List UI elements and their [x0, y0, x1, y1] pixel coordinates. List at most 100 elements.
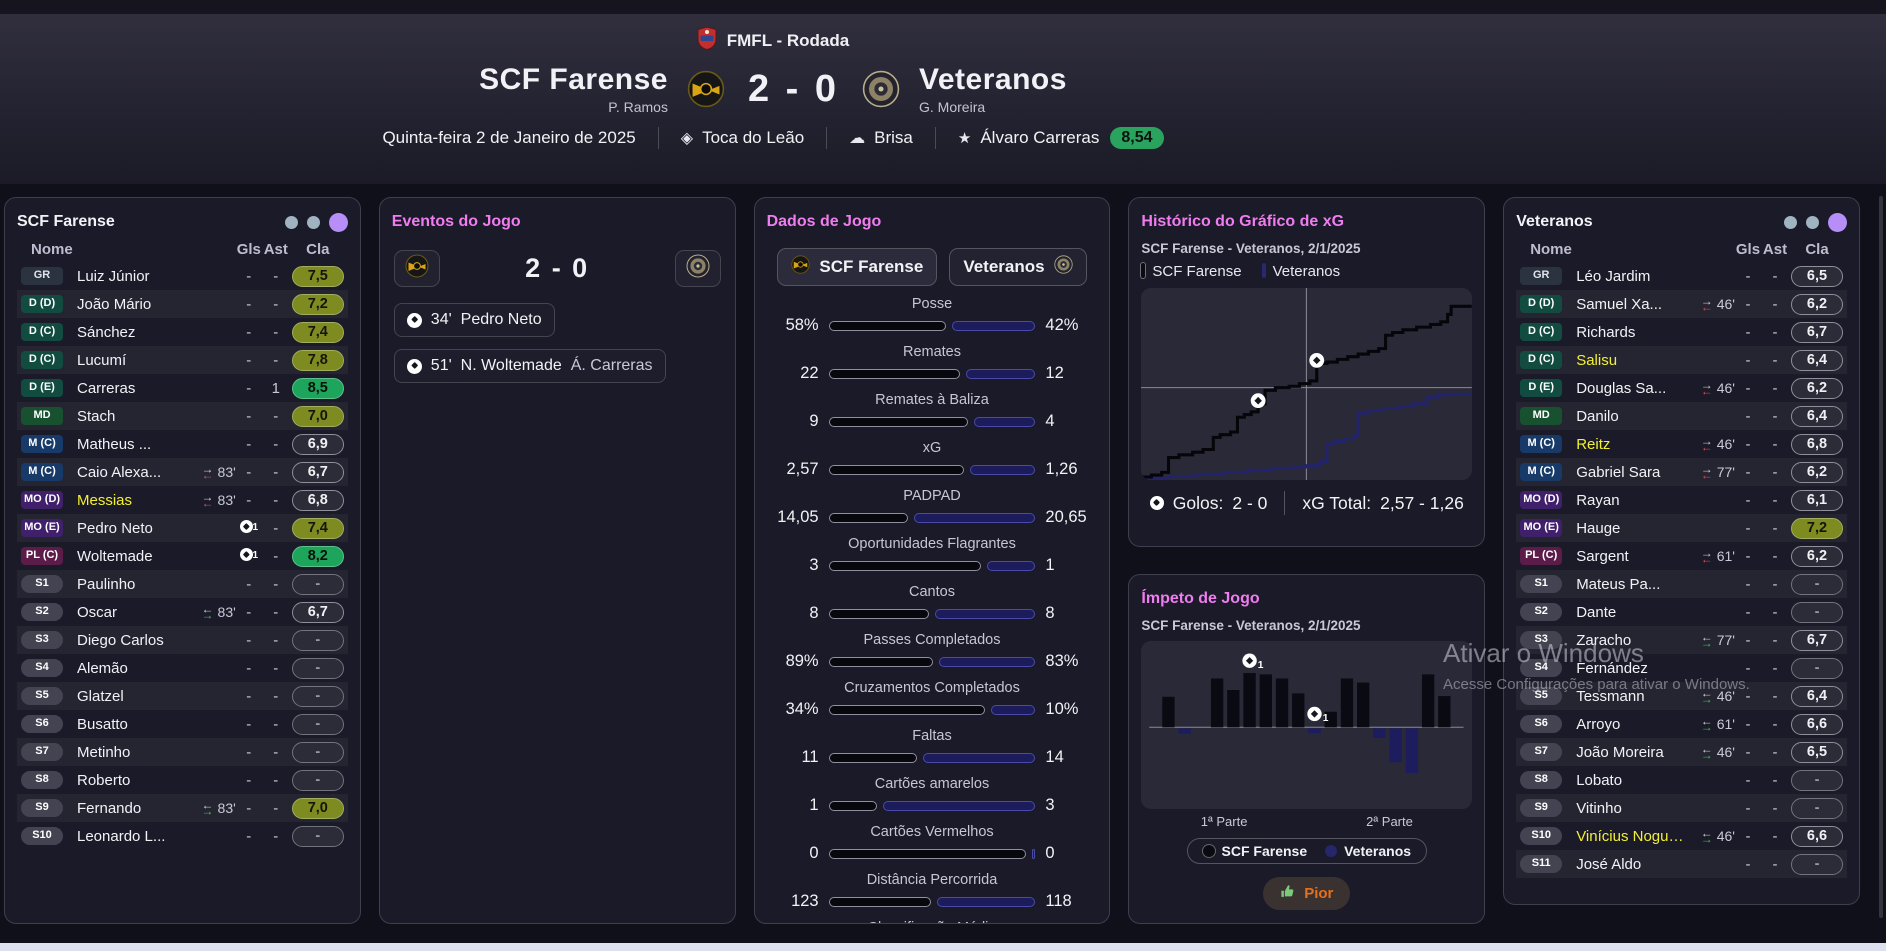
veteranos-crest [1053, 255, 1073, 274]
veteranos-crest [686, 254, 710, 278]
table-row[interactable]: M (C) Caio Alexa... → ← 83' - -6,7 [17, 458, 348, 486]
table-row[interactable]: S1 Mateus Pa... - - - [1516, 570, 1847, 598]
table-row[interactable]: MD Danilo - -6,4 [1516, 402, 1847, 430]
goals-cell: - [246, 351, 252, 369]
stadium-icon: ◈ [680, 130, 694, 147]
view-dot[interactable] [306, 215, 320, 229]
table-row[interactable]: PL (C) Woltemade 1 -8,2 [17, 542, 348, 570]
position-badge: PL (C) [1520, 547, 1563, 565]
table-row[interactable]: D (C) Salisu - -6,4 [1516, 346, 1847, 374]
table-row[interactable]: D (D) Samuel Xa... → ← 46' - -6,2 [1516, 290, 1847, 318]
table-row[interactable]: MO (E) Hauge - -7,2 [1516, 514, 1847, 542]
table-row[interactable]: M (C) Gabriel Sara → ← 77' - -6,2 [1516, 458, 1847, 486]
table-row[interactable]: D (C) Lucumí - -7,8 [17, 346, 348, 374]
goals-cell: - [246, 575, 252, 593]
col-gls: Gls [1735, 240, 1761, 258]
player-name: Woltemade [77, 547, 153, 565]
stat-bar-track [828, 896, 1036, 907]
away-team-stats-button[interactable]: Veteranos [949, 248, 1087, 286]
home-badge-chip [393, 250, 440, 287]
table-row[interactable]: S9 Fernando ← → 83' - -7,0 [17, 794, 348, 822]
home-momentum-bar [1243, 673, 1257, 728]
table-row[interactable]: S1 Paulinho - - - [17, 570, 348, 598]
home-momentum-bar [1260, 674, 1273, 728]
thumbs-up-icon [1280, 884, 1295, 903]
home-team-block[interactable]: SCF Farense P. Ramos [479, 63, 668, 115]
substitution-minute: 61' [1716, 716, 1735, 732]
table-row[interactable]: S7 João Moreira ← → 46' - -6,5 [1516, 738, 1847, 766]
assists-cell: - [273, 771, 279, 789]
goals-value: 2 - 0 [1232, 492, 1268, 513]
player-name: Hauge [1576, 519, 1621, 537]
view-dot[interactable] [284, 215, 298, 229]
substitution-minute: 83' [217, 604, 236, 620]
player-name: Messias [77, 491, 133, 509]
table-row[interactable]: S6 Busatto - - - [17, 710, 348, 738]
table-row[interactable]: M (C) Reitz → ← 46' - -6,8 [1516, 430, 1847, 458]
away-stat-value: 83% [1045, 652, 1079, 670]
table-row[interactable]: S8 Roberto - - - [17, 766, 348, 794]
goals-cell: - [1745, 323, 1751, 341]
table-row[interactable]: S10 Vinícius Nogueira ← → 46' - -6,6 [1516, 822, 1847, 850]
substitution-minute: 77' [1716, 632, 1735, 648]
substitution-minute: 83' [217, 800, 236, 816]
table-row[interactable]: S11 José Aldo - - - [1516, 850, 1847, 878]
table-row[interactable]: S2 Oscar ← → 83' - -6,7 [17, 598, 348, 626]
table-row[interactable]: S2 Dante - - - [1516, 598, 1847, 626]
view-dot[interactable] [1805, 215, 1819, 229]
col-ast: Ast [1762, 240, 1788, 258]
table-row[interactable]: S5 Tessmann ← → 46' - -6,4 [1516, 682, 1847, 710]
table-row[interactable]: D (C) Richards - -6,7 [1516, 318, 1847, 346]
away-team-block[interactable]: Veteranos G. Moreira [919, 63, 1067, 115]
table-row[interactable]: GR Luiz Júnior - -7,5 [17, 262, 348, 290]
table-row[interactable]: S4 Fernández - - - [1516, 654, 1847, 682]
assists-cell: - [273, 547, 279, 565]
home-momentum-bar [1422, 674, 1435, 728]
table-row[interactable]: D (E) Douglas Sa... → ← 46' - -6,2 [1516, 374, 1847, 402]
table-row[interactable]: S6 Arroyo ← → 61' - -6,6 [1516, 710, 1847, 738]
home-stat-bar [828, 656, 934, 667]
table-row[interactable]: S10 Leonardo L... - - - [17, 822, 348, 850]
table-row[interactable]: PL (C) Sargent → ← 61' - -6,2 [1516, 542, 1847, 570]
table-row[interactable]: D (C) Sánchez - -7,4 [17, 318, 348, 346]
table-header: Nome Gls Ast Cla [1516, 236, 1847, 262]
table-row[interactable]: MO (E) Pedro Neto 1 -7,4 [17, 514, 348, 542]
home-team-name[interactable]: SCF Farense [479, 63, 668, 96]
scrollbar[interactable] [1879, 196, 1883, 918]
best-player[interactable]: ★ Álvaro Carreras 8,54 [936, 127, 1186, 149]
goal-count: 1 [252, 549, 259, 561]
view-dot[interactable] [1783, 215, 1797, 229]
table-row[interactable]: S3 Zaracho ← → 77' - -6,7 [1516, 626, 1847, 654]
match-date-text: Quinta-feira 2 de Janeiro de 2025 [382, 128, 636, 147]
table-row[interactable]: S4 Alemão - - - [17, 654, 348, 682]
player-name: Luiz Júnior [77, 267, 150, 285]
best-player-name[interactable]: Álvaro Carreras [980, 128, 1100, 147]
away-line-swatch [1261, 263, 1266, 278]
goals-cell: - [246, 603, 252, 621]
view-dot-active[interactable] [328, 212, 348, 232]
home-team-stats-button[interactable]: SCF Farense [777, 248, 938, 286]
view-dot-active[interactable] [1827, 212, 1847, 232]
match-date: Quinta-feira 2 de Janeiro de 2025 [360, 128, 657, 148]
stat-label: Passes Completados [863, 632, 1001, 648]
table-row[interactable]: S5 Glatzel - - - [17, 682, 348, 710]
position-badge: GR [1520, 267, 1563, 285]
table-row[interactable]: S8 Lobato - - - [1516, 766, 1847, 794]
table-row[interactable]: MO (D) Rayan - -6,1 [1516, 486, 1847, 514]
rating-pill: 7,8 [291, 349, 344, 371]
svg-text:1: 1 [1258, 660, 1264, 671]
goals-cell: - [1745, 743, 1751, 761]
table-row[interactable]: D (D) João Mário - -7,2 [17, 290, 348, 318]
table-row[interactable]: S3 Diego Carlos - - - [17, 626, 348, 654]
table-row[interactable]: D (E) Carreras - 1 8,5 [17, 374, 348, 402]
away-stat-bar [883, 800, 1036, 811]
table-row[interactable]: S9 Vitinho - - - [1516, 794, 1847, 822]
table-row[interactable]: MO (D) Messias → ← 83' - -6,8 [17, 486, 348, 514]
table-row[interactable]: M (C) Matheus ... - -6,9 [17, 430, 348, 458]
table-row[interactable]: MD Stach - -7,0 [17, 402, 348, 430]
pior-button[interactable]: Pior [1263, 877, 1351, 910]
table-row[interactable]: S7 Metinho - - - [17, 738, 348, 766]
away-team-name[interactable]: Veteranos [919, 63, 1067, 96]
table-row[interactable]: GR Léo Jardim - -6,5 [1516, 262, 1847, 290]
